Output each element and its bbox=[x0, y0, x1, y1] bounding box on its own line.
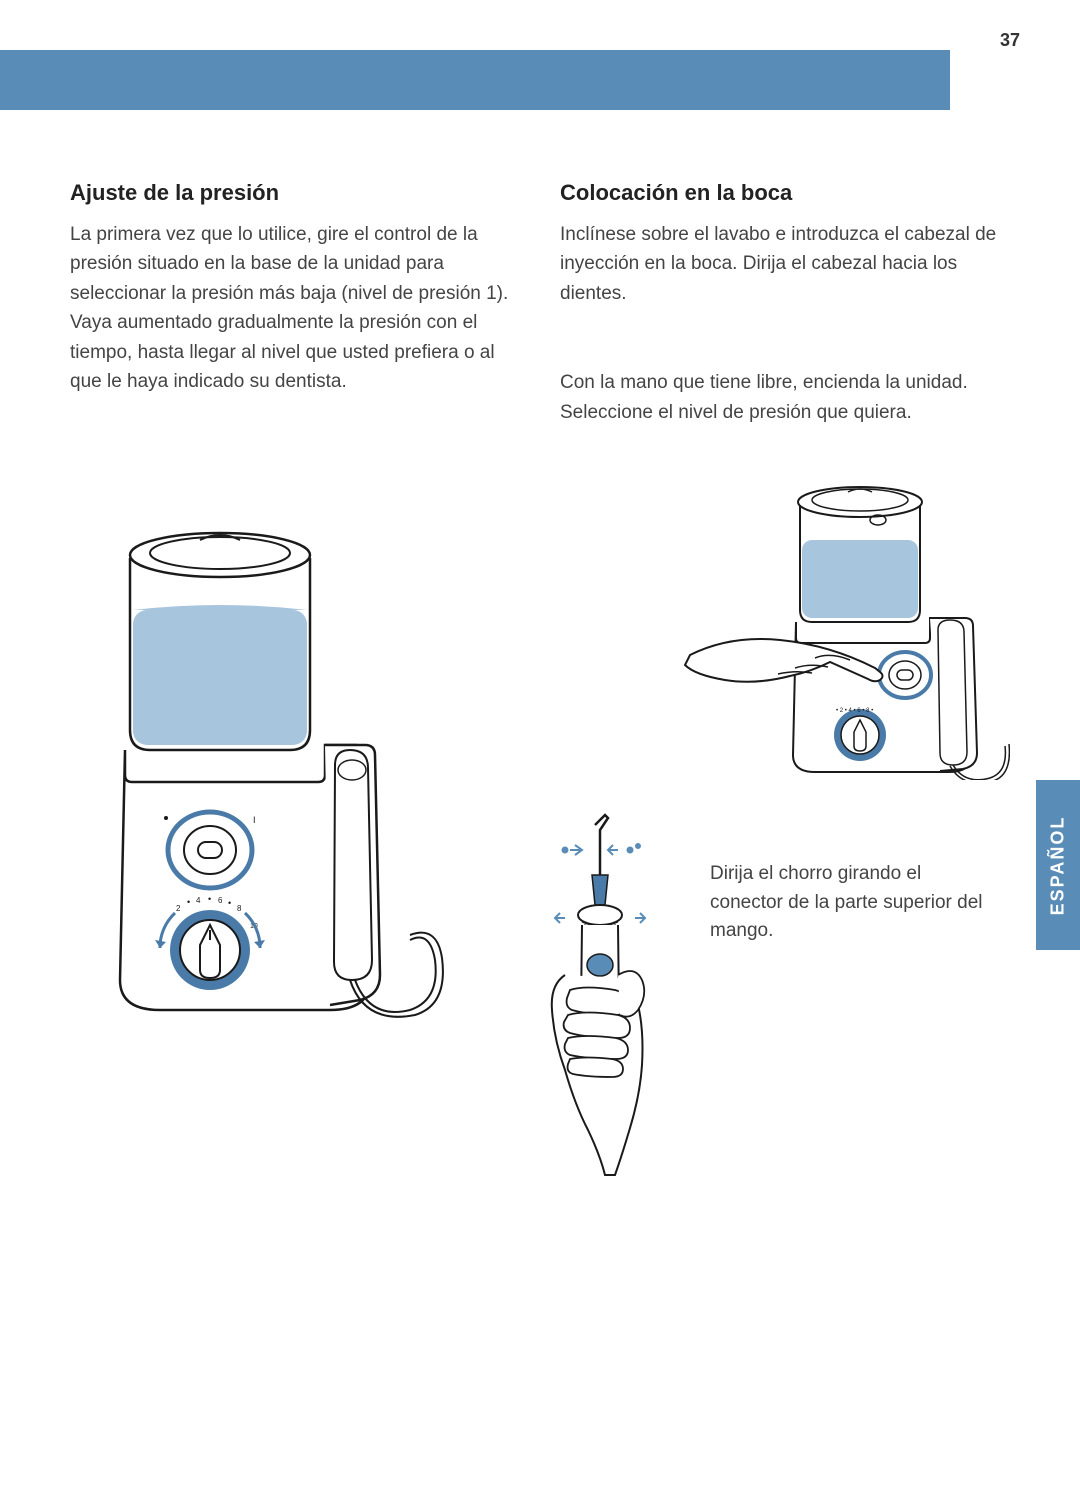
header-bar bbox=[0, 50, 950, 110]
svg-text:4: 4 bbox=[196, 896, 201, 905]
svg-text:•: • bbox=[228, 898, 231, 908]
left-title: Ajuste de la presión bbox=[70, 180, 520, 206]
svg-text:•: • bbox=[187, 897, 190, 907]
handle-caption: Dirija el chorro girando el conector de … bbox=[710, 860, 990, 946]
page-number: 37 bbox=[1000, 30, 1020, 51]
right-column: Colocación en la boca Inclínese sobre el… bbox=[560, 180, 1010, 427]
svg-text:2: 2 bbox=[176, 904, 181, 913]
svg-text:• 2 • 4 • 6 • 8 •: • 2 • 4 • 6 • 8 • bbox=[836, 708, 873, 714]
device-pressure-illustration: I • 2 • 4 • 6 • 8 • 10 bbox=[70, 520, 450, 1040]
svg-text:8: 8 bbox=[237, 904, 242, 913]
language-tab: ESPAÑOL bbox=[1036, 780, 1080, 950]
device-power-illustration: • 2 • 4 • 6 • 8 • bbox=[580, 480, 1010, 780]
illustrations: I • 2 • 4 • 6 • 8 • 10 bbox=[70, 480, 1010, 1452]
left-body: La primera vez que lo utilice, gire el c… bbox=[70, 220, 520, 397]
right-body-1: Inclínese sobre el lavabo e introduzca e… bbox=[560, 220, 1010, 308]
svg-text:6: 6 bbox=[218, 896, 223, 905]
svg-text:•: • bbox=[208, 894, 211, 904]
language-tab-label: ESPAÑOL bbox=[1048, 815, 1069, 915]
svg-text:I: I bbox=[253, 815, 256, 825]
left-column: Ajuste de la presión La primera vez que … bbox=[70, 180, 520, 427]
handle-rotation-illustration bbox=[510, 810, 690, 1190]
right-body-2: Con la mano que tiene libre, encienda la… bbox=[560, 368, 1010, 427]
right-title: Colocación en la boca bbox=[560, 180, 1010, 206]
text-content: Ajuste de la presión La primera vez que … bbox=[70, 180, 1010, 427]
